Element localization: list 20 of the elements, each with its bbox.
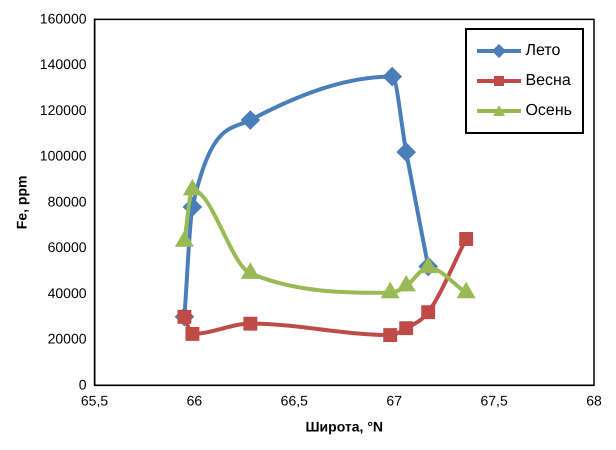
y-tick-label: 40000	[48, 284, 87, 301]
y-tick-label: 0	[78, 376, 87, 392]
legend-label: Весна	[525, 72, 571, 90]
x-tick-label: 66,5	[280, 392, 308, 409]
y-tick-label: 100000	[40, 148, 87, 164]
y-tick-label: 80000	[48, 193, 87, 210]
legend-label: Лето	[525, 42, 560, 60]
x-tick-label: 68	[586, 392, 602, 409]
y-axis-title: Fe, ppm	[13, 176, 30, 230]
x-axis-title: Широта, °N	[305, 418, 384, 434]
y-tick-label: 140000	[40, 56, 87, 72]
y-tick-label: 20000	[48, 330, 87, 347]
y-tick-label: 60000	[48, 239, 87, 256]
x-tick-label: 66	[186, 392, 202, 409]
y-tick-label: 120000	[40, 102, 87, 118]
x-tick-label: 67,5	[480, 392, 508, 409]
legend-label: Осень	[525, 102, 572, 120]
x-tick-label: 65,5	[80, 392, 108, 409]
x-tick-label: 67	[386, 392, 402, 409]
y-tick-label: 160000	[40, 10, 87, 26]
